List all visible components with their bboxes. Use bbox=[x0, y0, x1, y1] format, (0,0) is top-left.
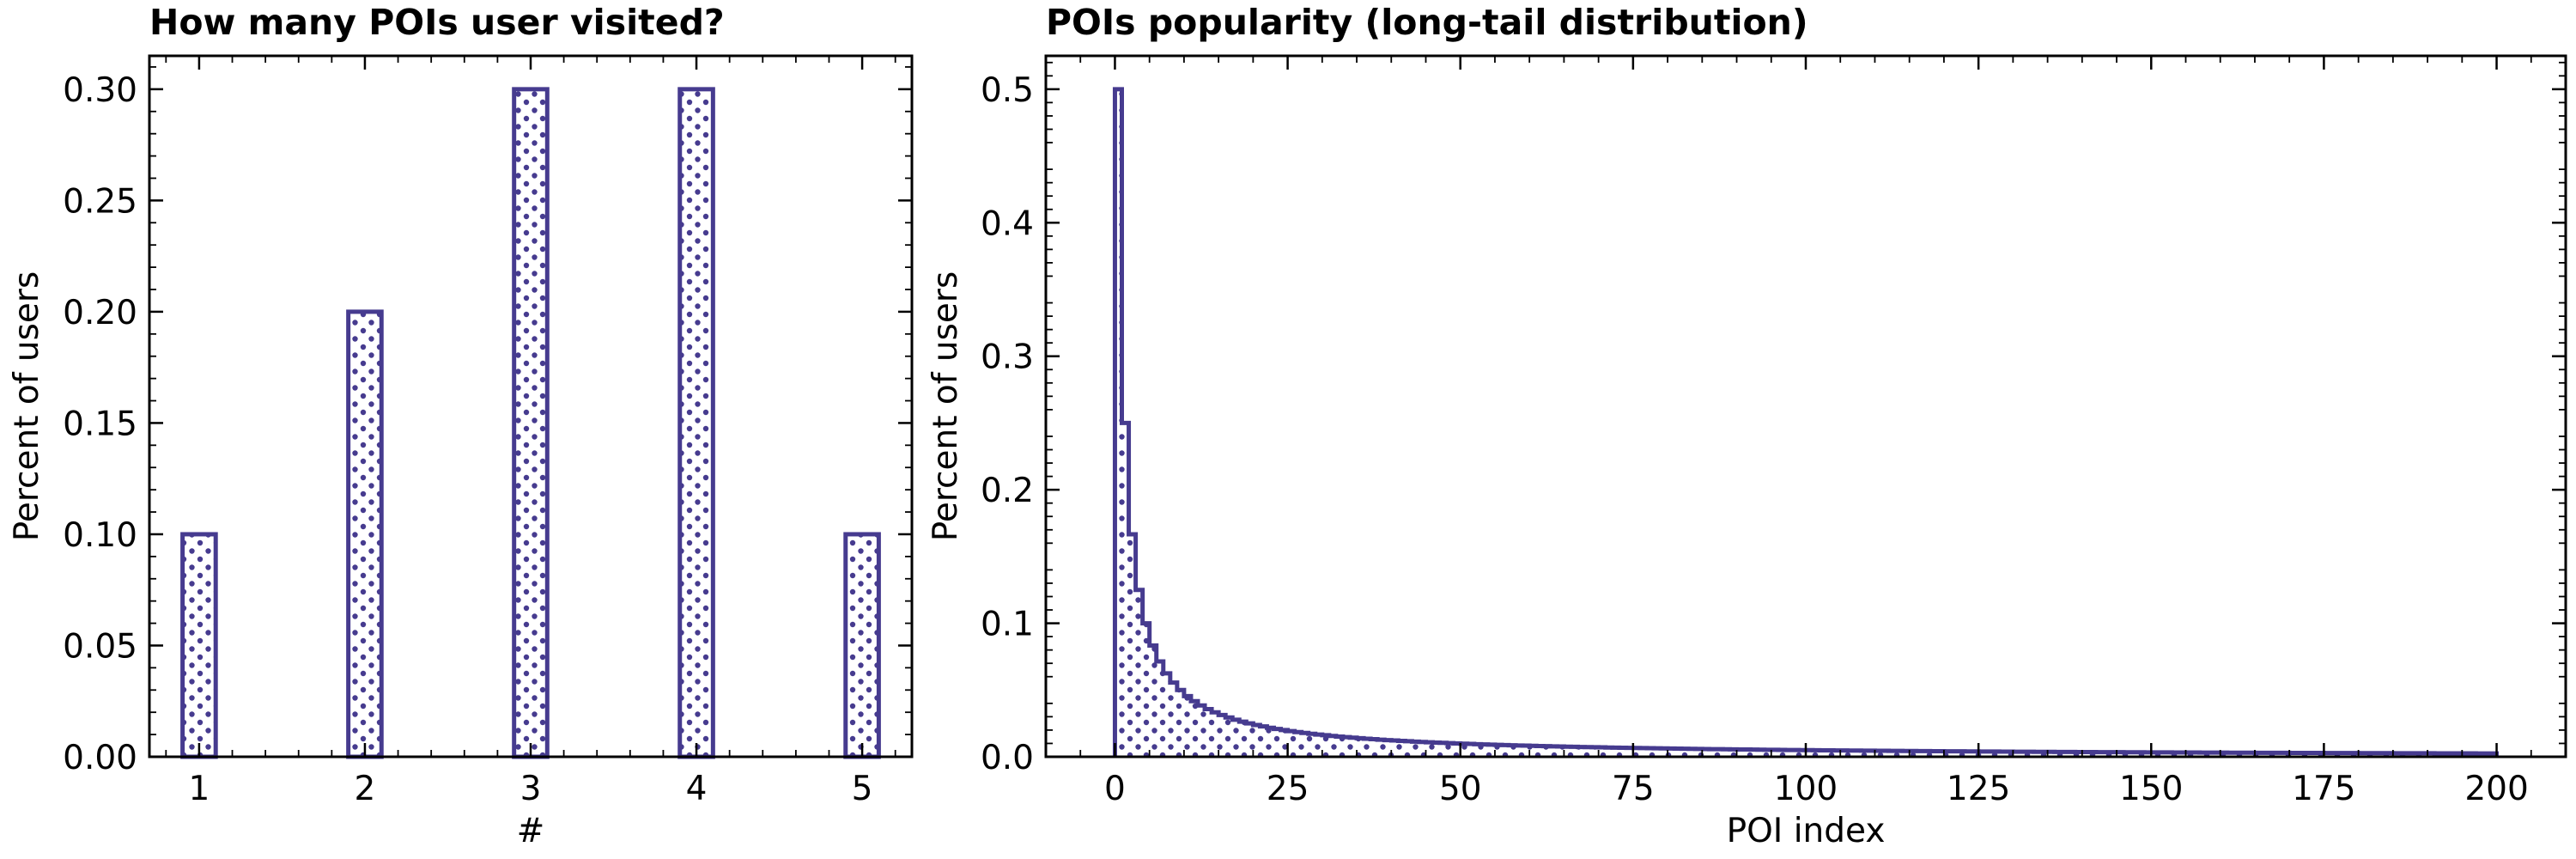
chart-right-ticks: 0 25 50 75 100 125 150 175 200 0.0 0.1 0.2 0.3 0.4 0.5 bbox=[981, 56, 2566, 808]
chart-left: How many POIs user visited? 1 2 3 4 5 0.00 0.0… bbox=[8, 2, 914, 850]
xtick-label: 4 bbox=[686, 770, 708, 808]
ytick-label: 0.5 bbox=[981, 71, 1034, 110]
ytick-label: 0.30 bbox=[63, 71, 137, 110]
xtick-label: 25 bbox=[1267, 770, 1309, 808]
bar-4 bbox=[677, 87, 715, 759]
chart-left-ticks: 1 2 3 4 5 0.00 0.05 0.10 0.15 0.20 0.25 0.30 bbox=[63, 56, 912, 808]
chart-left-xlabel: # bbox=[517, 812, 545, 850]
chart-left-frame bbox=[148, 54, 914, 758]
xtick-label: 100 bbox=[1774, 770, 1838, 808]
xtick-label: 5 bbox=[852, 770, 873, 808]
xtick-label: 75 bbox=[1612, 770, 1655, 808]
chart-right: POIs popularity (long-tail distribution)… bbox=[927, 2, 2567, 850]
xtick-label: 0 bbox=[1104, 770, 1126, 808]
chart-left-ylabel: Percent of users bbox=[8, 271, 46, 542]
popularity-area bbox=[1115, 88, 2497, 758]
xtick-label: 125 bbox=[1947, 770, 2010, 808]
ytick-label: 0.20 bbox=[63, 294, 137, 332]
chart-right-area bbox=[1112, 87, 2500, 758]
xtick-label: 150 bbox=[2119, 770, 2183, 808]
popularity-step-line bbox=[1112, 87, 2500, 757]
xtick-label: 3 bbox=[520, 770, 542, 808]
ytick-label: 0.2 bbox=[981, 472, 1034, 510]
bar-1 bbox=[180, 532, 218, 759]
chart-right-title: POIs popularity (long-tail distribution) bbox=[1046, 2, 1808, 43]
chart-right-frame bbox=[1044, 54, 2567, 758]
ytick-label: 0.1 bbox=[981, 606, 1034, 644]
ytick-label: 0.00 bbox=[63, 739, 137, 777]
chart-right-xlabel: POI index bbox=[1727, 812, 1886, 850]
xtick-label: 2 bbox=[355, 770, 376, 808]
ytick-label: 0.3 bbox=[981, 338, 1034, 377]
ytick-label: 0.10 bbox=[63, 516, 137, 555]
ytick-label: 0.05 bbox=[63, 627, 137, 666]
xtick-label: 200 bbox=[2464, 770, 2528, 808]
chart-right-ylabel: Percent of users bbox=[927, 271, 965, 542]
ytick-label: 0.0 bbox=[981, 739, 1034, 777]
xtick-label: 50 bbox=[1439, 770, 1482, 808]
ytick-label: 0.25 bbox=[63, 182, 137, 221]
bar-5 bbox=[843, 532, 881, 759]
bar-2 bbox=[346, 309, 384, 759]
xtick-label: 1 bbox=[188, 770, 210, 808]
chart-left-title: How many POIs user visited? bbox=[149, 2, 725, 43]
bar-3 bbox=[512, 87, 550, 759]
ytick-label: 0.15 bbox=[63, 405, 137, 443]
chart-left-bars bbox=[180, 87, 881, 759]
xtick-label: 175 bbox=[2292, 770, 2355, 808]
ytick-label: 0.4 bbox=[981, 204, 1034, 243]
